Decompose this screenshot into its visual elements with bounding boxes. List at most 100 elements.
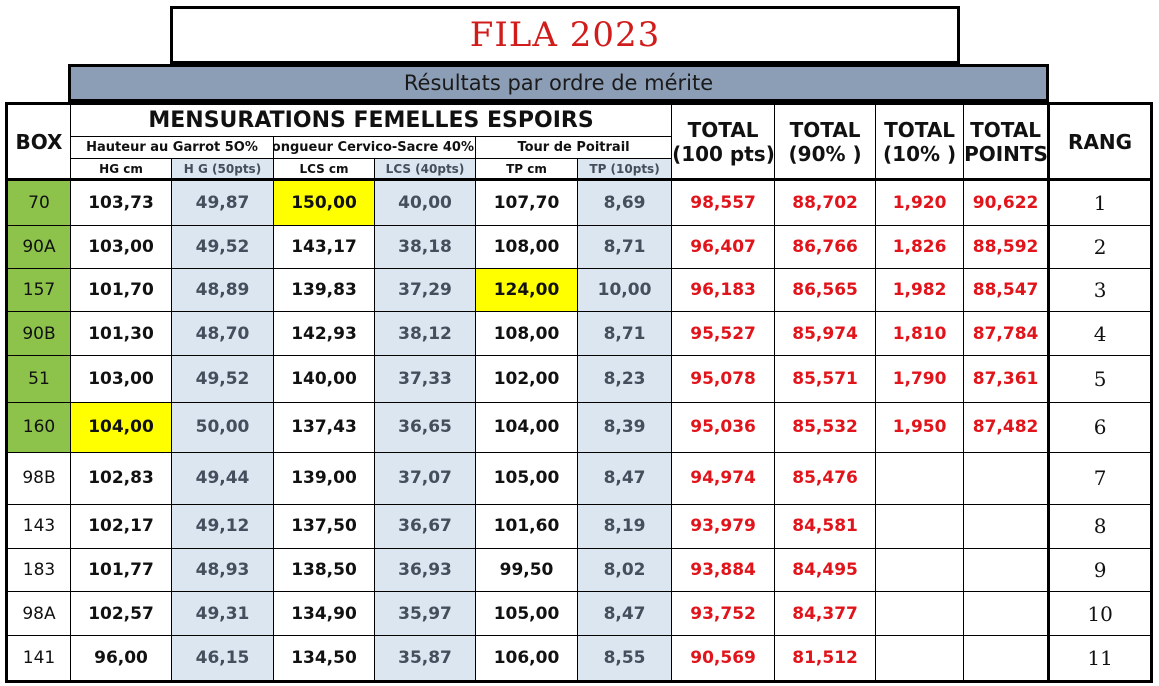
cell-hg-cm: 102,83	[70, 451, 172, 505]
cell-total-90: 85,974	[774, 311, 877, 356]
header-total-100: TOTAL (100 pts)	[671, 102, 776, 181]
table-row: 160 104,00 50,00 137,43 36,65 104,00 8,39 95,03…	[5, 401, 1154, 453]
cell-hg-cm: 102,57	[70, 591, 172, 637]
cell-box: 90A	[5, 224, 71, 269]
cell-hg-pts: 48,89	[171, 267, 274, 313]
cell-total-100: 98,557	[671, 179, 776, 226]
header-mensurations: MENSURATIONS FEMELLES ESPOIRS	[69, 102, 673, 137]
cell-lcs-pts: 36,65	[374, 401, 476, 453]
table-row: 143 102,17 49,12 137,50 36,67 101,60 8,19 93,97…	[5, 503, 1154, 549]
cell-tp-pts: 8,39	[576, 401, 673, 453]
cell-total-100: 95,036	[671, 401, 776, 453]
cell-total-points: 90,622	[963, 179, 1050, 226]
cell-lcs-pts: 38,18	[374, 224, 476, 269]
cell-total-90: 84,581	[774, 503, 877, 549]
cell-tp-cm: 107,70	[475, 179, 578, 226]
cell-tp-cm: 102,00	[475, 354, 578, 403]
cell-lcs-cm: 137,43	[273, 401, 375, 453]
cell-lcs-cm: 134,90	[273, 591, 375, 637]
cell-tp-cm: 105,00	[475, 591, 578, 637]
cell-total-points: 87,784	[963, 311, 1050, 356]
cell-total-10: 1,790	[875, 354, 965, 403]
header-total-10-line2: (10% )	[883, 141, 957, 166]
header-total-points-line1: TOTAL	[970, 117, 1042, 142]
cell-hg-cm: 104,00	[70, 401, 172, 453]
header-rang: RANG	[1047, 102, 1154, 181]
cell-total-100: 93,979	[671, 503, 776, 549]
cell-box: 160	[5, 401, 71, 453]
cell-total-90: 85,476	[774, 451, 877, 505]
cell-lcs-pts: 37,29	[374, 267, 476, 313]
cell-lcs-cm: 140,00	[273, 354, 375, 403]
cell-total-10	[875, 451, 965, 505]
cell-total-points: 87,482	[963, 401, 1050, 453]
cell-hg-cm: 103,73	[70, 179, 172, 226]
cell-tp-pts: 8,02	[576, 547, 673, 593]
cell-total-points: 88,592	[963, 224, 1050, 269]
cell-hg-cm: 103,00	[70, 354, 172, 403]
cell-hg-cm: 101,70	[70, 267, 172, 313]
header-total-10: TOTAL (10% )	[875, 102, 965, 181]
cell-total-90: 84,377	[774, 591, 877, 637]
table-row: 90B 101,30 48,70 142,93 38,12 108,00 8,71 95,52…	[5, 311, 1154, 356]
cell-tp-cm: 108,00	[475, 311, 578, 356]
cell-total-90: 81,512	[774, 635, 877, 683]
header-total-90-line1: TOTAL	[789, 117, 861, 142]
subtitle-bar: Résultats par ordre de mérite	[68, 64, 1049, 102]
cell-rang: 10	[1047, 591, 1154, 637]
cell-total-points	[963, 635, 1050, 683]
cell-hg-pts: 49,52	[171, 354, 274, 403]
cell-rang: 4	[1047, 311, 1154, 356]
table-row: 70 103,73 49,87 150,00 40,00 107,70 8,69 98,557…	[5, 179, 1154, 226]
cell-box: 70	[5, 179, 71, 226]
cell-lcs-pts: 35,87	[374, 635, 476, 683]
header-lcs-cm: LCS cm	[273, 158, 375, 181]
cell-total-10: 1,826	[875, 224, 965, 269]
cell-tp-pts: 8,71	[576, 311, 673, 356]
cell-total-10: 1,950	[875, 401, 965, 453]
cell-total-points	[963, 591, 1050, 637]
cell-rang: 8	[1047, 503, 1154, 549]
header-hg-cm: HG cm	[70, 158, 172, 181]
cell-tp-pts: 8,55	[576, 635, 673, 683]
cell-lcs-cm: 137,50	[273, 503, 375, 549]
cell-rang: 9	[1047, 547, 1154, 593]
header-total-points-line2: POINTS	[964, 141, 1048, 166]
cell-rang: 1	[1047, 179, 1154, 226]
cell-total-90: 85,532	[774, 401, 877, 453]
cell-total-90: 86,766	[774, 224, 877, 269]
cell-total-points	[963, 451, 1050, 505]
cell-hg-pts: 49,44	[171, 451, 274, 505]
cell-tp-cm: 106,00	[475, 635, 578, 683]
header-tour-group: Tour de Poitrail	[474, 136, 673, 159]
cell-tp-cm: 124,00	[475, 267, 578, 313]
cell-tp-pts: 8,47	[576, 451, 673, 505]
cell-lcs-cm: 138,50	[273, 547, 375, 593]
results-table: BOX MENSURATIONS FEMELLES ESPOIRS TOTAL …	[5, 102, 1154, 683]
cell-tp-pts: 8,23	[576, 354, 673, 403]
cell-hg-cm: 96,00	[70, 635, 172, 683]
cell-lcs-pts: 37,33	[374, 354, 476, 403]
header-box: BOX	[5, 102, 71, 181]
cell-total-10	[875, 547, 965, 593]
cell-hg-pts: 50,00	[171, 401, 274, 453]
header-lcs-pts: LCS (40pts)	[374, 158, 476, 181]
cell-total-10: 1,810	[875, 311, 965, 356]
cell-total-100: 96,183	[671, 267, 776, 313]
header-tp-pts: TP (10pts)	[576, 158, 673, 181]
table-row: 51 103,00 49,52 140,00 37,33 102,00 8,23 95,078…	[5, 354, 1154, 403]
cell-rang: 5	[1047, 354, 1154, 403]
cell-total-100: 93,752	[671, 591, 776, 637]
cell-lcs-pts: 36,93	[374, 547, 476, 593]
cell-box: 157	[5, 267, 71, 313]
cell-rang: 7	[1047, 451, 1154, 505]
cell-lcs-cm: 139,00	[273, 451, 375, 505]
cell-tp-cm: 99,50	[475, 547, 578, 593]
table-row: 141 96,00 46,15 134,50 35,87 106,00 8,55 90,569…	[5, 635, 1154, 683]
header-tp-cm: TP cm	[475, 158, 578, 181]
table-row: 98B 102,83 49,44 139,00 37,07 105,00 8,47 94,97…	[5, 451, 1154, 505]
cell-box: 51	[5, 354, 71, 403]
cell-lcs-cm: 150,00	[273, 179, 375, 226]
cell-box: 98B	[5, 451, 71, 505]
cell-hg-pts: 48,93	[171, 547, 274, 593]
